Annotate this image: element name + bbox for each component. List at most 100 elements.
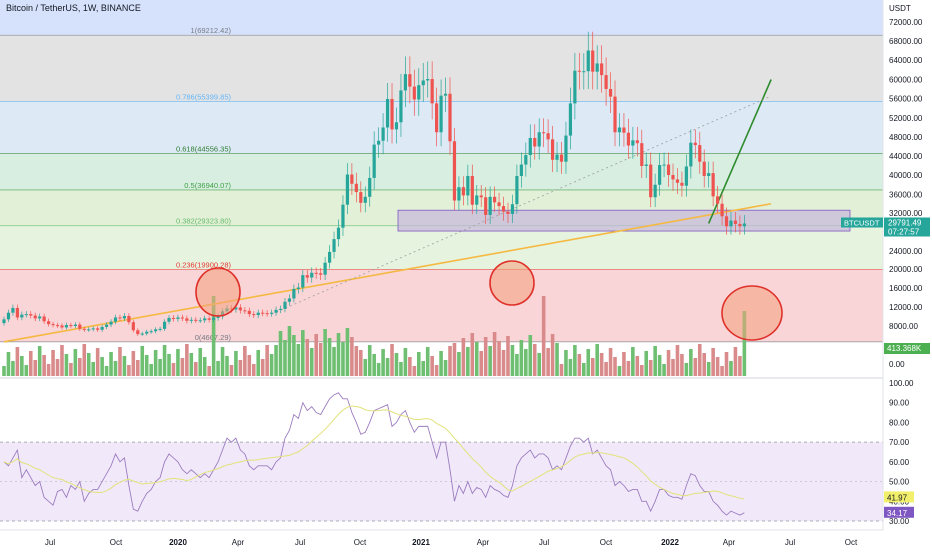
candle-body [287, 298, 292, 302]
volume-bar [671, 359, 675, 376]
symbol-tag: BTCUSDT [844, 218, 880, 227]
fib-zone-top [0, 0, 883, 36]
time-tick-label: Jul [45, 538, 55, 547]
volume-bar [2, 366, 6, 376]
candle-body [2, 319, 6, 324]
volume-bar [564, 350, 568, 376]
candle-body [154, 329, 158, 332]
candle-body [457, 187, 461, 201]
time-tick-label: Jul [295, 538, 305, 547]
candle-body [443, 93, 448, 96]
candle-body [568, 103, 573, 136]
volume-bar [702, 353, 707, 376]
candle-body [484, 197, 488, 215]
volume-bar [323, 329, 327, 376]
candle-body [412, 86, 416, 100]
time-tick-label: Jul [539, 538, 549, 547]
volume-bar [64, 354, 69, 376]
volume-bar [189, 353, 194, 376]
volume-bar [711, 348, 715, 376]
volume-bar [653, 346, 657, 376]
candle-body [296, 287, 300, 289]
volume-bar [524, 349, 528, 376]
volume-bar [510, 345, 515, 376]
volume-bar [421, 361, 426, 376]
candle-body [109, 321, 113, 325]
candle-body [6, 312, 11, 320]
candle-body [122, 316, 127, 319]
volume-bar [461, 338, 466, 376]
candle-body [377, 140, 381, 145]
volume-bar [6, 352, 11, 376]
candle-body [216, 316, 220, 318]
volume-bar [269, 354, 274, 376]
rsi-tick-label: 70.00 [889, 438, 910, 447]
volume-bar [613, 357, 617, 376]
volume-bar [100, 357, 104, 376]
fib-zone [0, 153, 883, 190]
candle-body [600, 63, 604, 76]
volume-bar [452, 343, 457, 376]
volume-bar [479, 351, 484, 376]
candle-body [528, 137, 532, 156]
annotation-circle [489, 260, 535, 306]
candle-body [546, 133, 550, 140]
volume-bar [225, 356, 229, 376]
volume-bar [706, 362, 711, 376]
volume-bar [234, 351, 238, 376]
candle-body [720, 203, 724, 217]
price-tick-label: 12000.00 [889, 303, 923, 312]
volume-bar [207, 366, 211, 376]
volume-bar [42, 355, 46, 376]
volume-bar [399, 362, 403, 376]
volume-bar [11, 361, 15, 376]
candle-body [256, 312, 260, 316]
candle-body [707, 173, 711, 176]
candle-body [145, 331, 149, 334]
price-tick-label: 72000.00 [889, 18, 923, 27]
candle-body [69, 325, 73, 327]
candle-body [176, 317, 180, 319]
candle-body [381, 127, 385, 141]
candle-body [475, 195, 479, 205]
volume-bar [229, 365, 234, 376]
candle-body [666, 164, 671, 175]
candle-body [470, 175, 474, 205]
candle-body [675, 179, 680, 183]
candle-body [680, 182, 684, 186]
volume-bar [720, 366, 724, 376]
candle-body [73, 324, 77, 326]
candle-body [113, 317, 118, 322]
volume-bar [327, 338, 332, 376]
volume-bar [28, 351, 33, 376]
candle-body [559, 154, 564, 162]
volume-bar [532, 344, 537, 376]
fib-label: 0.382(29323.80) [176, 217, 232, 226]
candle-body [435, 103, 439, 133]
volume-bar [617, 366, 622, 376]
volume-bar [341, 342, 345, 376]
candle-body [573, 70, 577, 104]
volume-bar [118, 347, 122, 376]
candle-body [319, 273, 323, 275]
candle-body [363, 196, 367, 203]
volume-bar [127, 365, 131, 376]
volume-bar [180, 358, 185, 376]
candle-body [394, 122, 399, 130]
candle-body [742, 223, 746, 227]
rsi-tick-label: 80.00 [889, 418, 910, 427]
rsi-tick-label: 100.00 [889, 379, 914, 388]
fib-label: 0.236(19900.28) [176, 260, 232, 269]
candle-body [212, 317, 216, 320]
candle-body [729, 220, 733, 227]
candle-body [479, 195, 483, 198]
candle-body [278, 308, 283, 310]
price-tick-label: 48000.00 [889, 133, 923, 142]
volume-bar [131, 351, 136, 376]
volume-bar [363, 359, 368, 376]
volume-bar [247, 355, 252, 376]
volume-bar [109, 352, 113, 376]
candle-body [24, 314, 28, 316]
candle-body [91, 328, 95, 330]
